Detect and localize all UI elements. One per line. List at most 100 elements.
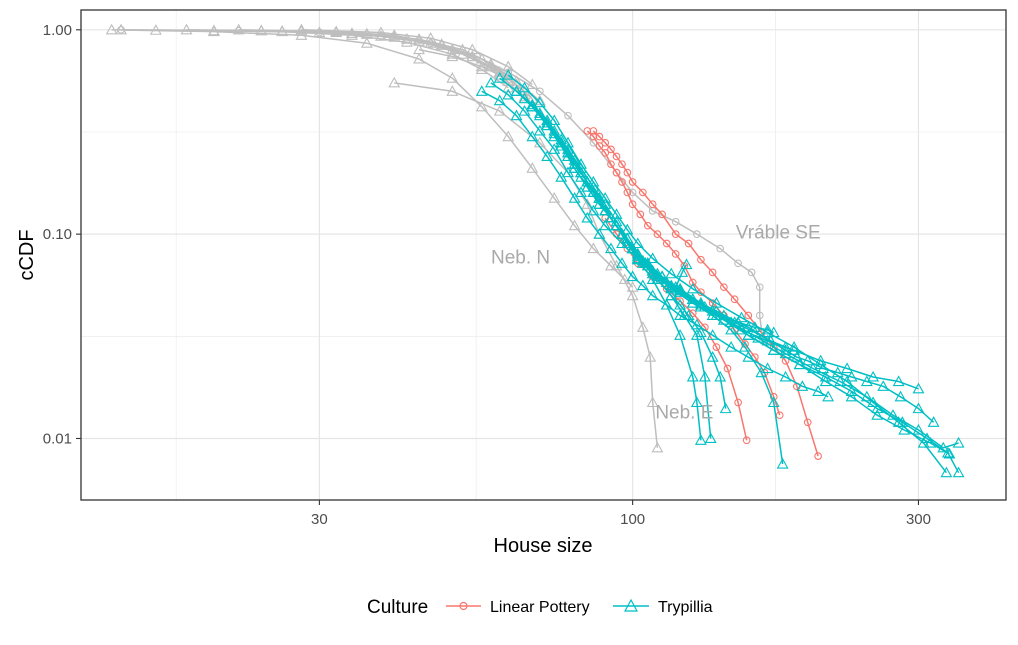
data-point-triangle [714,370,727,382]
data-point-triangle [541,119,554,131]
legend-key-circle-marker [459,601,468,611]
data-point-triangle [562,150,574,162]
data-point-triangle [593,198,606,209]
panel-border [80,9,1007,501]
data-point-triangle [502,88,515,100]
data-point-triangle [548,130,561,142]
data-point-triangle [694,434,707,445]
data-point-triangle [475,60,488,72]
data-point-circle [693,230,701,238]
data-point-triangle [593,228,606,239]
data-point-triangle [631,247,644,259]
data-point-triangle [845,390,858,402]
data-point-triangle [493,66,506,77]
data-point-triangle [587,186,600,197]
data-point-triangle [725,340,738,352]
data-point-circle [601,148,610,157]
data-point-triangle [686,293,699,304]
x-axis-label: House size [494,535,593,557]
culture-series-line [575,171,693,292]
data-point-triangle [232,23,245,35]
data-point-circle [612,168,621,177]
series-line [481,90,829,398]
data-point-triangle [952,436,965,448]
data-point-triangle [475,85,488,96]
data-point-triangle [587,204,600,216]
data-point-triangle [626,270,639,282]
data-point-triangle [678,309,691,321]
data-point-triangle [748,321,761,332]
data-point-circle [734,259,742,268]
data-point-triangle [646,252,659,264]
data-point-triangle [424,32,437,43]
data-point-triangle [912,423,925,435]
data-point-circle [755,311,764,320]
data-point-triangle [446,43,459,55]
data-point-triangle [793,358,806,370]
y-tick-label: 0.01 [43,430,72,447]
legend-item-trypillia: Trypillia [613,598,713,616]
data-point-triangle [626,242,639,254]
data-point-triangle [943,447,956,459]
data-point-triangle [674,329,687,340]
data-point-triangle [446,85,459,96]
data-point-triangle [651,441,664,453]
data-point-triangle [660,298,673,310]
data-point-triangle [646,289,659,301]
data-point-triangle [644,351,657,362]
data-point-triangle [533,96,546,108]
data-point-triangle [831,366,844,378]
data-point-triangle [346,27,358,38]
legend: Culture Linear Pottery Trypillia [367,597,713,618]
data-point-triangle [646,264,659,276]
data-point-circle [648,200,657,209]
data-point-triangle [599,219,612,231]
data-point-triangle [739,340,751,352]
data-point-triangle [610,219,623,231]
data-point-circle [636,210,645,219]
y-tick-label: 1.00 [43,22,72,39]
data-point-triangle [761,323,774,335]
data-point-triangle [690,329,703,340]
data-point-triangle [105,23,118,35]
data-point-triangle [400,36,413,47]
data-point-circle [618,178,626,186]
culture-series-line [583,127,784,420]
data-point-triangle [587,242,600,254]
data-point-triangle [841,362,853,374]
data-point-triangle [748,326,761,338]
data-point-triangle [581,180,594,192]
data-point-circle [623,188,632,197]
annotation-label: Neb. N [491,247,550,268]
background-series-line [105,23,639,292]
data-point-triangle [867,370,880,382]
data-point-circle [769,392,778,401]
data-point-triangle [887,409,899,420]
data-point-triangle [665,267,678,279]
data-point-triangle [779,344,792,355]
data-point-triangle [548,114,561,126]
data-point-circle [775,411,784,420]
legend-key-triangle-marker [623,598,639,612]
data-point-triangle [475,63,488,74]
data-point-circle [607,160,615,169]
y-axis-label: cCDF [16,229,38,280]
annotation-label: Neb. E [655,403,713,424]
data-point-triangle [502,69,515,80]
data-point-triangle [767,326,780,338]
annotation-label: Vráble SE [736,223,821,244]
x-tick-label: 300 [906,511,931,528]
data-point-triangle [295,23,308,35]
data-point-triangle [618,273,631,285]
data-point-circle [814,452,822,460]
legend-item-linear-pottery: Linear Pottery [446,599,590,616]
data-point-triangle [526,78,539,90]
data-point-triangle [605,242,617,254]
data-point-circle [623,168,632,177]
data-point-triangle [605,211,617,223]
data-point-circle [734,398,742,407]
legend-label: Linear Pottery [490,599,590,616]
data-point-circle [589,127,598,135]
data-point-triangle [510,85,523,96]
